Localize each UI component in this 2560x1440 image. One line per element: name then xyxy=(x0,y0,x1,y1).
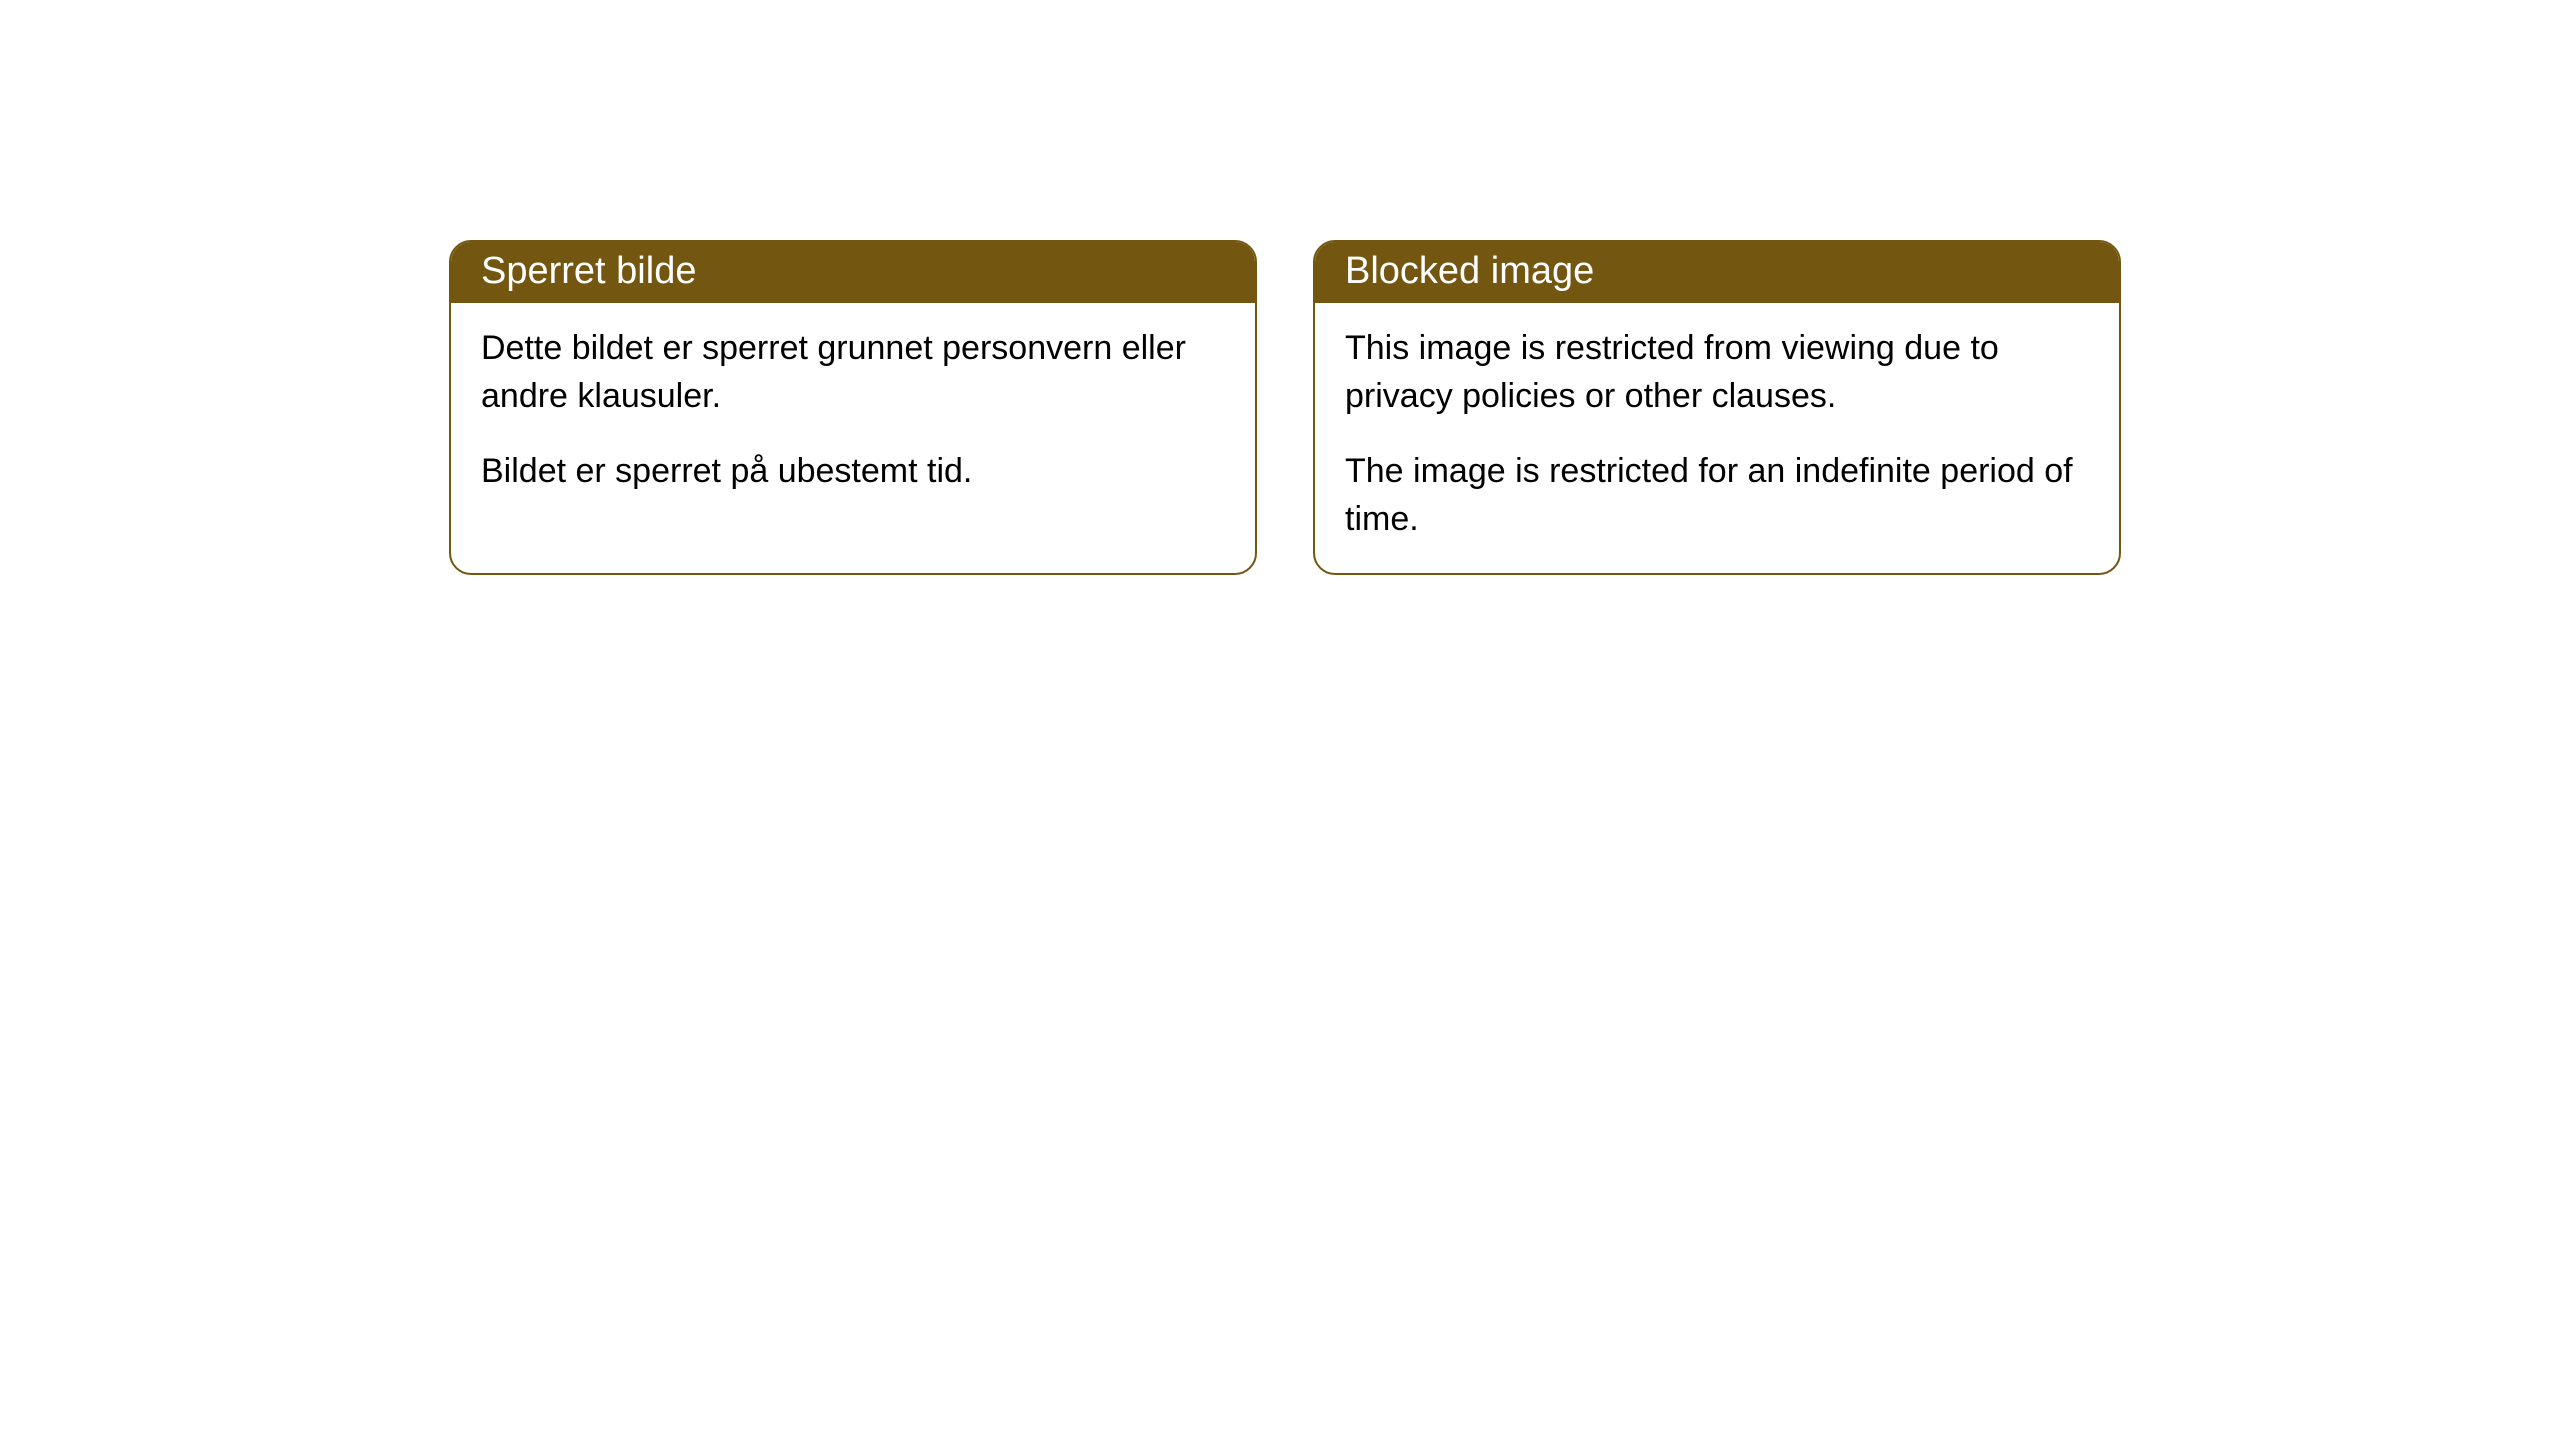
card-header: Blocked image xyxy=(1315,242,2119,303)
card-paragraph-2: The image is restricted for an indefinit… xyxy=(1345,448,2089,543)
card-paragraph-2: Bildet er sperret på ubestemt tid. xyxy=(481,448,1225,496)
cards-container: Sperret bilde Dette bildet er sperret gr… xyxy=(0,0,2560,575)
blocked-image-card-norwegian: Sperret bilde Dette bildet er sperret gr… xyxy=(449,240,1257,575)
card-title: Blocked image xyxy=(1345,250,1594,292)
card-paragraph-1: This image is restricted from viewing du… xyxy=(1345,325,2089,420)
card-header: Sperret bilde xyxy=(451,242,1255,303)
card-body: Dette bildet er sperret grunnet personve… xyxy=(451,303,1255,526)
blocked-image-card-english: Blocked image This image is restricted f… xyxy=(1313,240,2121,575)
card-paragraph-1: Dette bildet er sperret grunnet personve… xyxy=(481,325,1225,420)
card-body: This image is restricted from viewing du… xyxy=(1315,303,2119,573)
card-title: Sperret bilde xyxy=(481,250,696,292)
